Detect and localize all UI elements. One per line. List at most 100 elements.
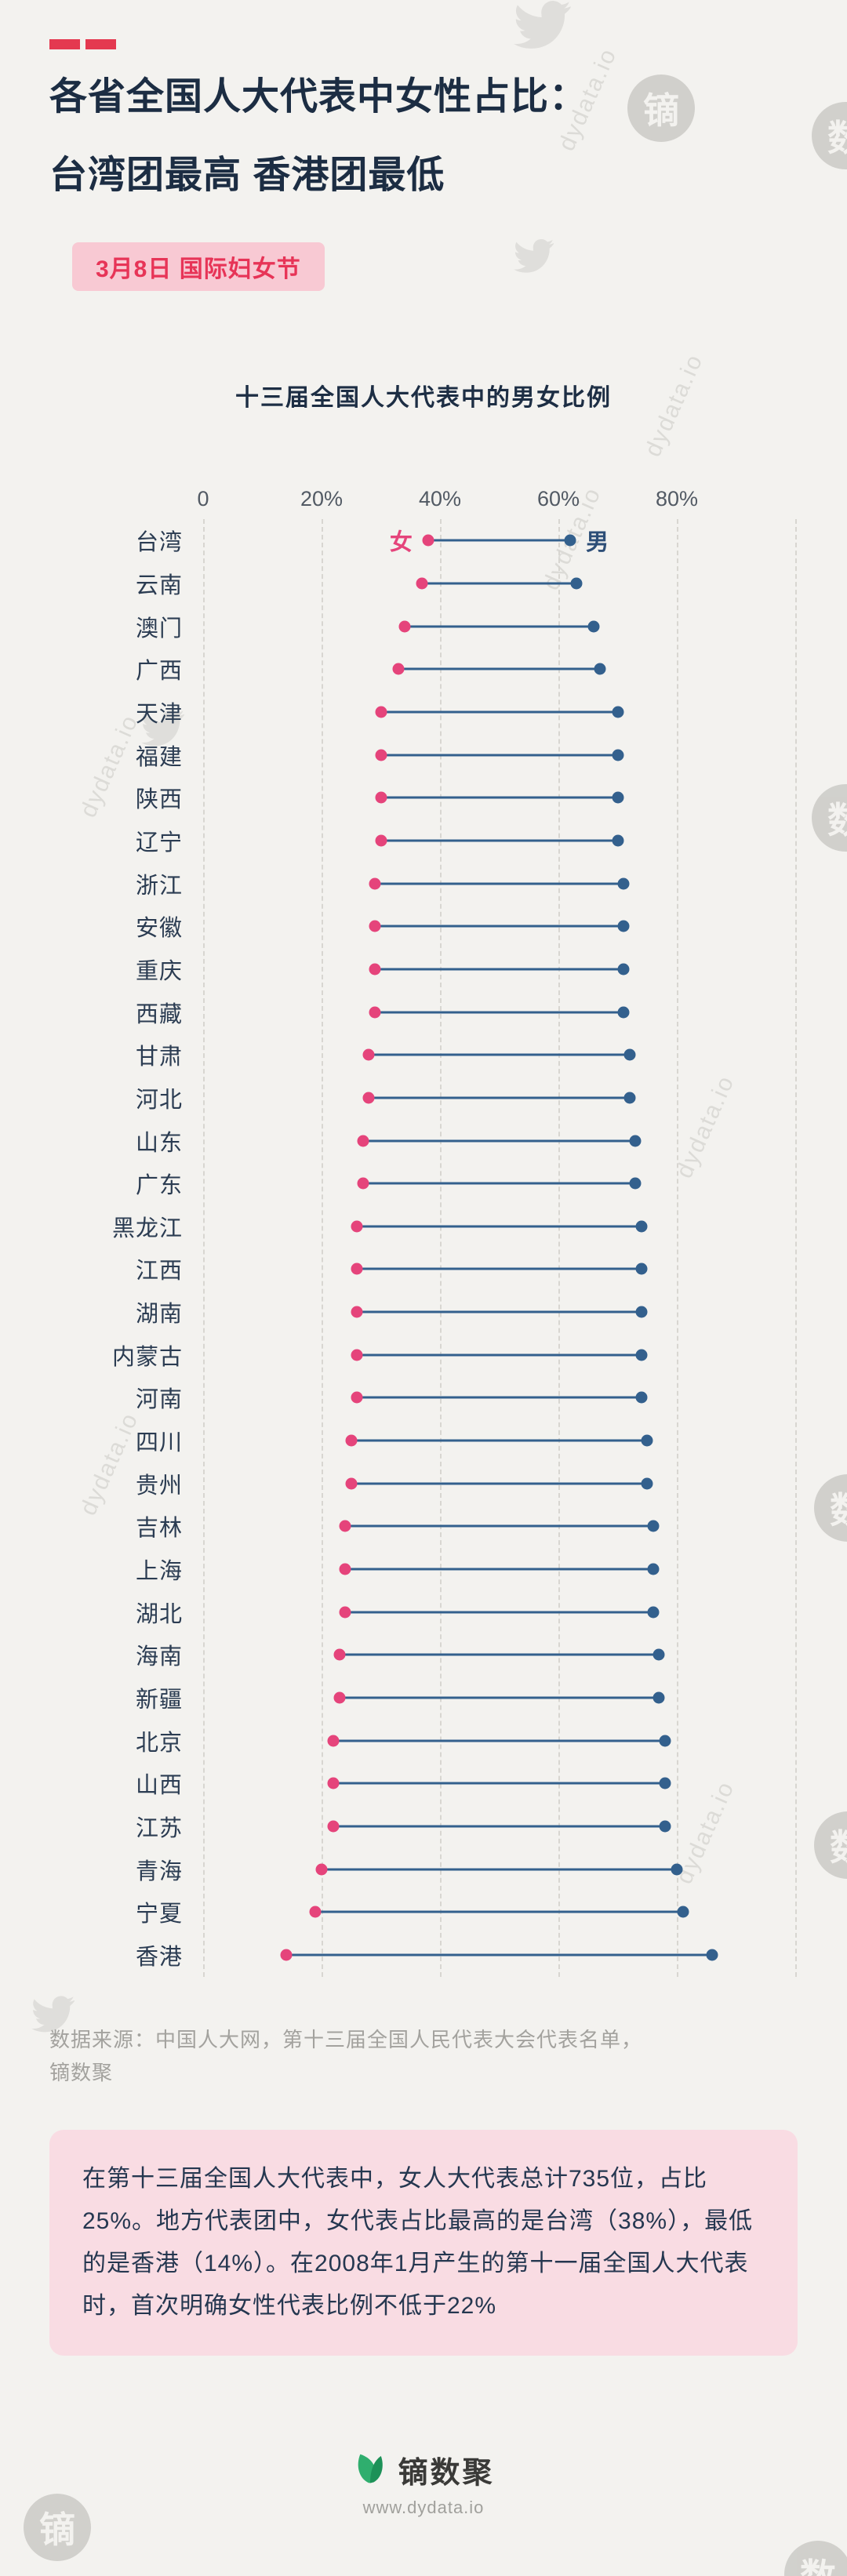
chart-row: 吉林 [136,1505,795,1548]
female-dot [333,1648,346,1661]
connector-line [333,1825,665,1828]
male-dot [629,1135,642,1147]
female-dot [375,834,387,847]
dumbbell-chart: 0 20% 40% 60% 80% 台湾 女 男云南 澳门 广西 天津 福建 陕西 辽宁 浙江 安徽 重庆 西藏… [112,471,797,1977]
connector-line [374,1011,624,1014]
province-label: 北京 [135,1730,183,1756]
chart-row: 台湾 女 男 [136,519,795,562]
province-label: 河南 [135,1387,183,1413]
female-dot [327,1820,340,1833]
female-dot [351,1391,363,1404]
male-dot [635,1391,648,1404]
chart-row: 湖南 [136,1291,795,1334]
gridline [677,519,678,1977]
province-label: 浙江 [135,873,183,899]
male-dot [587,620,600,633]
male-dot [635,1220,648,1233]
province-label: 上海 [135,1559,183,1585]
chart-row: 广西 [136,648,795,691]
connector-line [398,667,600,670]
bird-icon [514,235,554,276]
province-label: 河北 [135,1087,183,1113]
chart-row: 上海 [136,1548,795,1591]
male-dot [594,663,606,675]
brand-name: 镝数聚 [398,2457,495,2490]
source-line-2: 镝数聚 [49,2061,114,2084]
watermark-stamp: 镝 [627,74,695,142]
brand-row: 镝数聚 [352,2448,494,2491]
source-line-1: 数据来源：中国人大网，第十三届全国人民代表大会代表名单， [49,2028,643,2051]
chart-row: 云南 [136,562,795,605]
male-dot [612,706,623,718]
female-dot [369,877,381,890]
province-label: 山西 [135,1773,183,1799]
province-label: 安徽 [135,916,183,942]
male-dot [617,963,630,976]
connector-line [357,1353,642,1357]
connector-line [422,582,576,585]
gridline [440,519,442,1977]
female-dot [422,534,434,547]
female-dot [351,1349,363,1361]
female-dot [351,1263,363,1275]
chart-row: 山西 [136,1762,795,1805]
footer: 镝数聚 www.dydata.io [0,2448,847,2518]
legend-male: 男 [586,530,609,556]
male-dot [570,577,583,590]
chart-row: 黑龙江 [112,1205,795,1248]
chart-row: 天津 [136,691,795,734]
male-dot [635,1263,648,1275]
connector-line [345,1611,653,1614]
female-dot [339,1563,351,1575]
dydata-logo-icon [352,2450,388,2490]
male-dot [641,1434,653,1447]
province-label: 贵州 [135,1473,183,1499]
province-label: 云南 [135,572,183,598]
province-label: 山东 [135,1130,183,1156]
chart-row: 江西 [136,1248,795,1291]
male-dot [653,1691,665,1704]
male-dot [617,1006,630,1019]
chart-row: 北京 [136,1719,795,1762]
female-dot [315,1863,328,1876]
male-dot [612,749,623,761]
connector-line [351,1482,648,1485]
chart-row: 宁夏 [136,1891,795,1934]
female-dot [369,1006,381,1019]
chart-title: 十三届全国人大代表中的男女比例 [235,385,612,411]
page-title: 各省全国人大代表中女性占比： 台湾团最高 香港团最低 [49,58,587,215]
chart-rows: 台湾 女 男云南 澳门 广西 天津 福建 陕西 辽宁 浙江 安徽 重庆 西藏 甘肃 河北 山东 广东 黑龙江 江西湖… [112,519,795,1977]
female-dot [339,1520,351,1532]
connector-line [369,1053,630,1056]
male-dot [623,1048,636,1061]
male-dot [641,1477,653,1490]
female-dot [392,663,405,675]
male-dot [617,877,630,890]
x-axis-tick: 20% [300,487,344,510]
province-label: 陕西 [135,787,183,813]
connector-line [351,1439,648,1442]
female-dot [280,1949,293,1961]
province-label: 内蒙古 [111,1344,183,1370]
title-line-2: 台湾团最高 香港团最低 [49,154,445,196]
province-label: 广东 [135,1173,183,1199]
province-label: 甘肃 [135,1045,183,1070]
chart-row: 新疆 [136,1677,795,1720]
chart-row: 重庆 [136,948,795,991]
male-dot [612,834,623,847]
male-dot [677,1906,689,1918]
chart-row: 甘肃 [136,1034,795,1077]
connector-line [362,1139,636,1143]
male-dot [671,1863,683,1876]
male-dot [635,1306,648,1318]
female-dot [345,1477,358,1490]
chart-row: 海南 [136,1633,795,1677]
chart-row: 四川 [136,1419,795,1462]
chart-row: 浙江 [136,862,795,905]
watermark-stamp: 数 [812,784,847,852]
female-dot [351,1220,363,1233]
chart-row: 贵州 [136,1462,795,1505]
watermark-stamp: 数 [814,1811,847,1879]
male-dot [617,920,630,932]
chart-row: 河南 [136,1376,795,1419]
